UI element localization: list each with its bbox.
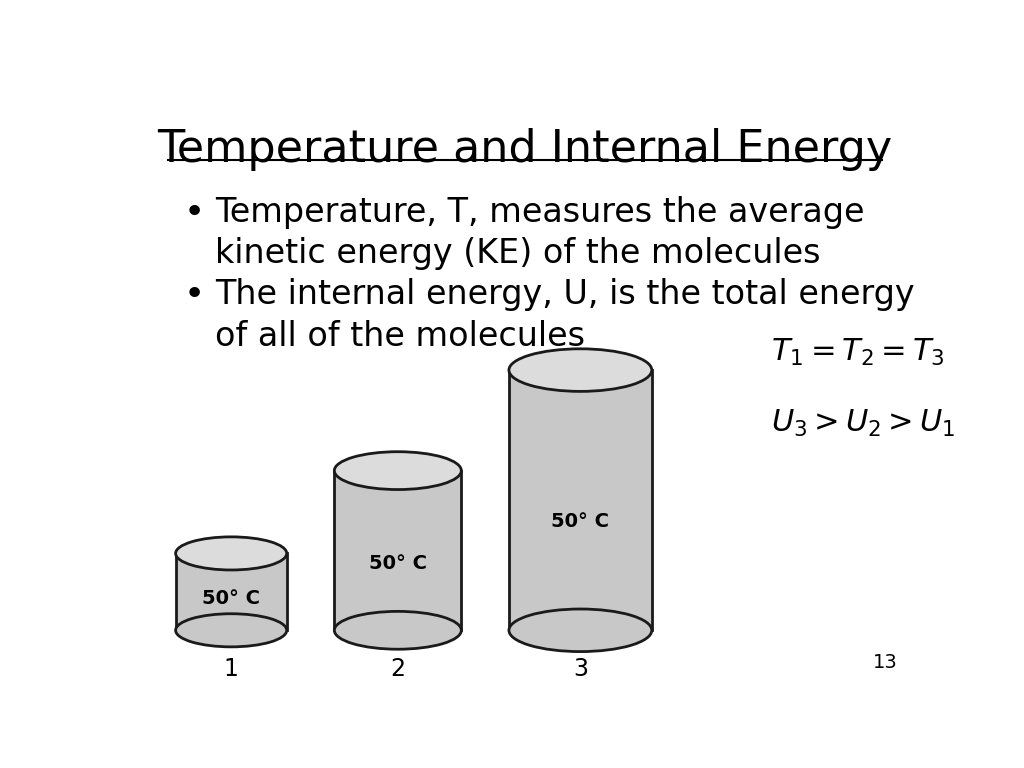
Text: 13: 13 — [873, 653, 898, 672]
Text: 50° C: 50° C — [369, 554, 427, 573]
Text: •: • — [183, 279, 205, 313]
Ellipse shape — [509, 609, 651, 651]
Text: 2: 2 — [390, 657, 406, 681]
Text: •: • — [183, 196, 205, 230]
Text: Temperature, T, measures the average: Temperature, T, measures the average — [215, 196, 865, 229]
Ellipse shape — [334, 452, 461, 489]
Text: kinetic energy (KE) of the molecules: kinetic energy (KE) of the molecules — [215, 237, 821, 270]
Text: $\mathit{U}_3 > \mathit{U}_2 > \mathit{U}_1$: $\mathit{U}_3 > \mathit{U}_2 > \mathit{U… — [771, 408, 955, 439]
Ellipse shape — [176, 614, 287, 647]
Ellipse shape — [334, 611, 461, 649]
FancyBboxPatch shape — [509, 370, 651, 631]
Text: of all of the molecules: of all of the molecules — [215, 319, 586, 353]
Text: 3: 3 — [572, 657, 588, 681]
FancyBboxPatch shape — [334, 471, 462, 631]
Text: Temperature and Internal Energy: Temperature and Internal Energy — [157, 127, 893, 170]
Text: 50° C: 50° C — [551, 511, 609, 531]
Ellipse shape — [176, 537, 287, 570]
Text: The internal energy, U, is the total energy: The internal energy, U, is the total ene… — [215, 279, 914, 312]
Text: $\mathit{T}_1 = \mathit{T}_2 = \mathit{T}_3$: $\mathit{T}_1 = \mathit{T}_2 = \mathit{T… — [771, 337, 944, 368]
Ellipse shape — [509, 349, 651, 392]
FancyBboxPatch shape — [176, 554, 287, 631]
Text: 1: 1 — [223, 657, 239, 681]
Text: 50° C: 50° C — [202, 588, 260, 607]
